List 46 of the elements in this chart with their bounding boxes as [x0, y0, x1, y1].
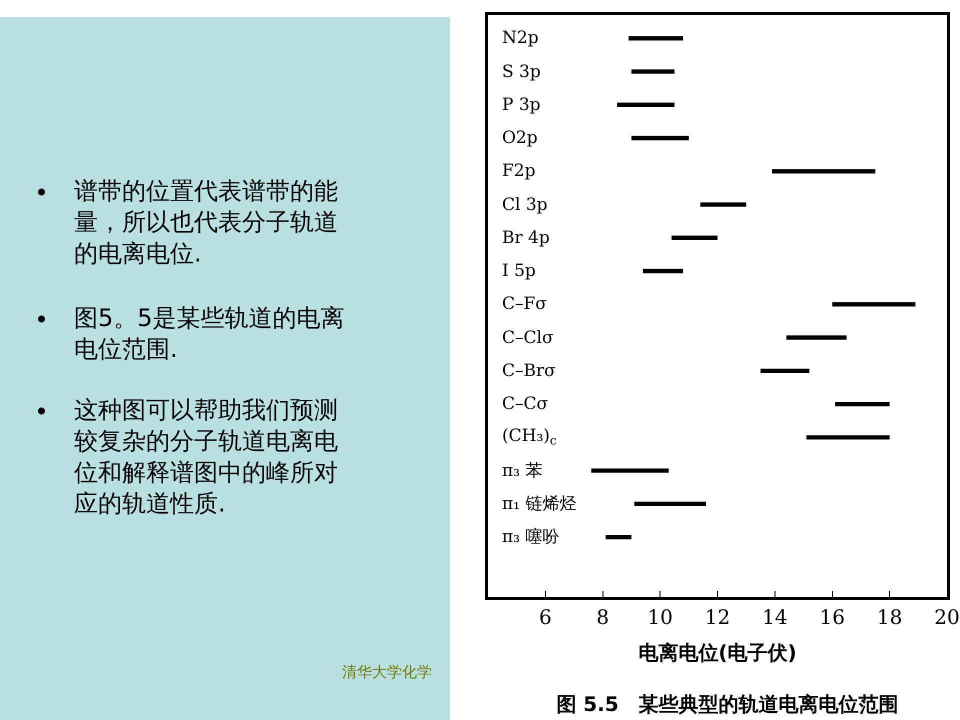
- bar: [835, 402, 890, 406]
- bar: [617, 102, 674, 107]
- bar: [628, 36, 684, 40]
- x-tick-label: 14: [762, 605, 788, 629]
- bar: [672, 236, 718, 240]
- y-tick-label: Cl 3p: [502, 195, 548, 215]
- y-tick-label: π₃ 噻吩: [502, 527, 560, 547]
- bar: [642, 268, 684, 274]
- text: 清华大学化学: [342, 663, 432, 681]
- bar: [786, 335, 847, 340]
- y-tick-label: C–Cσ: [502, 394, 549, 414]
- text: 谱带的位置代表谱带的能量，所以也代表分子轨道的电离电位.: [74, 177, 338, 268]
- text: 图 5.5 某些典型的轨道电离电位范围: [556, 692, 899, 716]
- x-tick-label: 16: [820, 605, 845, 629]
- x-tick-label: 12: [704, 605, 730, 629]
- bar: [772, 169, 876, 174]
- bar: [760, 368, 810, 374]
- y-tick-label: π₁ 链烯烃: [502, 494, 576, 514]
- bar: [606, 534, 632, 540]
- x-tick-label: 6: [539, 605, 552, 629]
- x-axis-title: 电离电位(电子伏): [638, 640, 797, 664]
- y-tick-label: C–Fσ: [502, 294, 548, 314]
- bar: [631, 136, 689, 140]
- bar: [700, 202, 746, 207]
- text: 这种图可以帮助我们预测较复杂的分子轨道电离电位和解释谱图中的峰所对应的轨道性质.: [74, 396, 338, 518]
- bar: [631, 69, 674, 74]
- y-tick-label: Br 4p: [502, 228, 550, 248]
- y-tick-label: P 3p: [502, 95, 541, 115]
- y-tick-label: N2p: [502, 28, 539, 48]
- bar: [806, 435, 890, 440]
- y-tick-label: S 3p: [502, 62, 541, 82]
- x-tick-label: 20: [934, 605, 960, 629]
- y-tick-label: F2p: [502, 161, 536, 181]
- x-tick-label: 8: [596, 605, 610, 629]
- bar: [832, 302, 916, 306]
- y-tick-label: C–Brσ: [502, 361, 556, 381]
- y-tick-label: (CH₃)$_{c}$: [502, 426, 557, 448]
- y-tick-label: I 5p: [502, 261, 536, 281]
- y-tick-label: C–Clσ: [502, 328, 554, 348]
- caption: 图5。5是某些轨道的电离电位范围.: [74, 304, 345, 364]
- y-tick-label: π₃ 苯: [502, 461, 542, 481]
- x-tick-label: 10: [647, 605, 673, 629]
- y-tick-label: O2p: [502, 128, 538, 148]
- bar: [591, 468, 669, 473]
- x-tick-label: 18: [876, 605, 902, 629]
- bar: [634, 502, 706, 506]
